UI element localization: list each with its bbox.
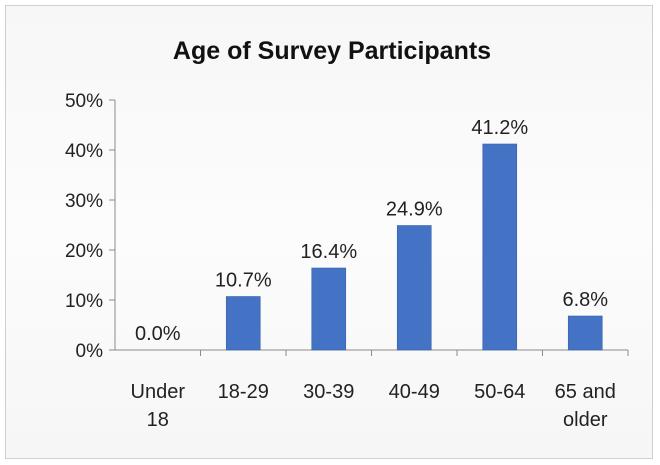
bar — [311, 267, 347, 351]
y-tick-label: 40% — [65, 141, 103, 162]
bar — [396, 225, 432, 351]
chart-area — [5, 5, 653, 459]
y-tick-label: 20% — [65, 241, 103, 262]
chart-title: Age of Survey Participants — [173, 37, 491, 65]
data-label: 6.8% — [562, 289, 608, 311]
x-tick-label: 40-49 — [389, 381, 440, 403]
x-tick-label: Under 18 — [131, 381, 186, 431]
axes: 0% 10% 20% 30% 40% 50% Under 18 18-29 30-39 40-49 5… — [65, 91, 629, 431]
data-labels: 0.0% 10.7% 16.4% 24.9% 41.2% 6.8% — [135, 117, 608, 345]
x-tick-label: 18-29 — [218, 381, 269, 403]
x-tick-label: 65 and older — [555, 381, 616, 431]
y-tick-label: 50% — [65, 91, 103, 112]
data-label: 41.2% — [471, 117, 528, 139]
data-label: 24.9% — [386, 199, 443, 221]
y-tick-label: 10% — [65, 291, 103, 312]
data-label: 16.4% — [300, 241, 357, 263]
bar — [225, 296, 261, 351]
bar — [567, 315, 603, 351]
data-label: 10.7% — [215, 270, 272, 292]
x-tick-label: 50-64 — [474, 381, 525, 403]
bar — [482, 143, 518, 351]
y-tick-label: 30% — [65, 191, 103, 212]
x-tick-label: 30-39 — [303, 381, 354, 403]
y-tick-label: 0% — [76, 341, 104, 362]
data-label: 0.0% — [135, 323, 181, 345]
bars — [225, 143, 603, 351]
